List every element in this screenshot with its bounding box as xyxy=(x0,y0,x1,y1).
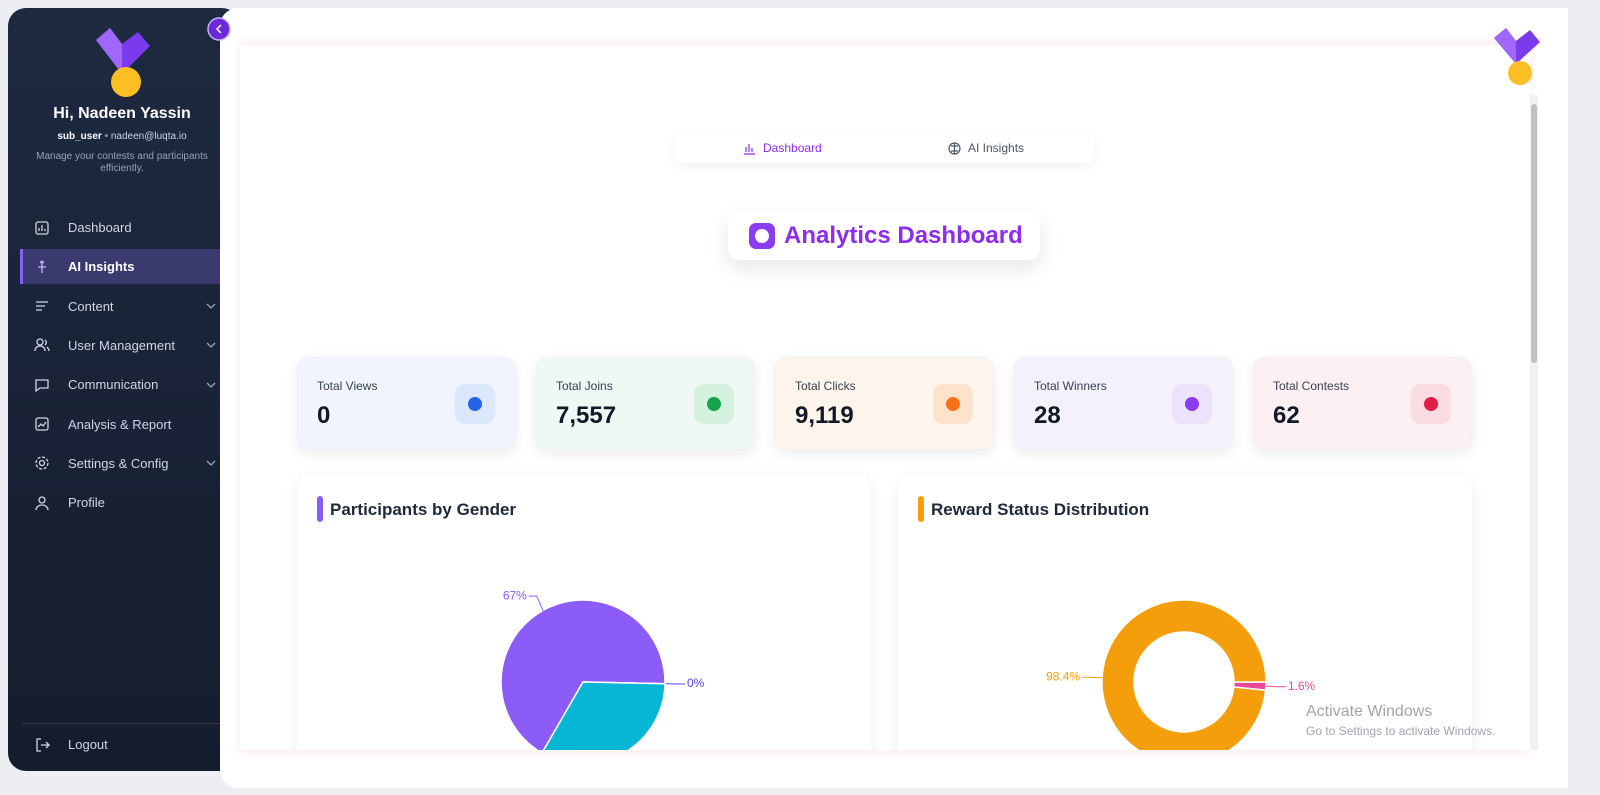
stat-label: Total Winners xyxy=(1034,379,1107,393)
tagline: Manage your contests and participants ef… xyxy=(36,151,208,174)
menu-icon xyxy=(34,338,50,352)
stat-label: Total Clicks xyxy=(795,379,856,393)
stat-dot xyxy=(1424,397,1438,411)
chart-title: Reward Status Distribution xyxy=(931,500,1150,519)
stat-value: 0 xyxy=(317,402,331,429)
stat-chip xyxy=(694,384,734,424)
value-label: 0% xyxy=(687,676,705,690)
menu-icon xyxy=(35,495,49,510)
tab-bar: Dashboard AI Insights xyxy=(675,133,1095,163)
stat-value: 28 xyxy=(1034,402,1061,429)
chart: 1.6% 98.4% xyxy=(1046,599,1316,750)
email: nadeen@luqta.io xyxy=(110,131,187,142)
stat-dot xyxy=(1185,397,1199,411)
logout[interactable]: Logout xyxy=(20,727,220,762)
stat-chip xyxy=(455,384,495,424)
corner-logo xyxy=(1494,28,1540,85)
label-line xyxy=(1082,676,1105,679)
menu-item[interactable]: Content xyxy=(20,289,220,324)
chart: 67% 0% xyxy=(500,588,705,750)
tab-label: Dashboard xyxy=(763,141,822,155)
stat-dot xyxy=(946,397,960,411)
content: Dashboard AI Insights Analytics Dashboard… xyxy=(240,45,1530,750)
watermark-subtitle: Go to Settings to activate Windows. xyxy=(1306,724,1496,738)
menu-label: Content xyxy=(68,298,114,314)
value-label: 98.4% xyxy=(1046,669,1080,683)
menu-item[interactable]: Communication xyxy=(20,367,220,402)
tab[interactable]: Dashboard xyxy=(743,133,822,163)
stat-chip xyxy=(933,384,973,424)
menu-label: Communication xyxy=(68,377,159,393)
chart-accent xyxy=(317,496,323,522)
menu-label: AI Insights xyxy=(68,259,135,275)
menu-label: Dashboard xyxy=(68,220,132,235)
logo xyxy=(96,28,150,97)
title-box: Analytics Dashboard xyxy=(728,212,1040,260)
menu-item[interactable]: Profile xyxy=(20,485,220,520)
title-icon xyxy=(749,223,775,249)
menu-label: Profile xyxy=(68,495,105,511)
menu-icon xyxy=(35,456,49,470)
tab-label: AI Insights xyxy=(968,141,1025,155)
stat-chip xyxy=(1411,384,1451,424)
stat-chip xyxy=(1172,384,1212,424)
logout-label: Logout xyxy=(68,737,108,752)
menu-icon xyxy=(35,417,49,431)
menu-item[interactable]: Settings & Config xyxy=(20,446,220,481)
stat-card: Total Views 0 xyxy=(297,357,516,450)
chevron xyxy=(206,303,216,310)
menu-item[interactable]: Dashboard xyxy=(20,210,220,245)
menu-item[interactable]: Analysis & Report xyxy=(20,407,220,442)
menu-label: User Management xyxy=(68,337,175,353)
slice xyxy=(1101,599,1267,750)
sidebar: Hi, Nadeen Yassin sub_user • nadeen@luqt… xyxy=(8,8,240,771)
stat-value: 7,557 xyxy=(556,402,617,429)
label-line xyxy=(528,595,545,613)
stat-card: Total Winners 28 xyxy=(1014,357,1233,450)
chart-card: Reward Status Distribution 1.6% 98.4% xyxy=(898,476,1472,750)
menu-icon xyxy=(35,379,49,392)
chevron xyxy=(206,382,216,388)
greeting: Hi, Nadeen Yassin xyxy=(53,105,191,122)
tab[interactable]: AI Insights xyxy=(948,133,1024,163)
tab-icon xyxy=(744,143,755,155)
menu-icon xyxy=(38,259,46,273)
scrollbar xyxy=(1530,95,1538,750)
menu-item[interactable]: User Management xyxy=(20,328,220,363)
page-title: Analytics Dashboard xyxy=(784,222,1023,249)
slice xyxy=(542,681,666,750)
stat-dot xyxy=(468,397,482,411)
stat-label: Total Views xyxy=(317,379,378,393)
value-label: 67% xyxy=(503,588,527,602)
stat-card: Total Contests 62 xyxy=(1253,357,1472,450)
role: sub_user xyxy=(57,131,102,142)
chart-title: Participants by Gender xyxy=(330,500,517,519)
stat-card: Total Joins 7,557 xyxy=(536,357,755,450)
scroll-thumb[interactable] xyxy=(1531,104,1537,363)
logout-icon xyxy=(36,737,50,752)
chart-card: Participants by Gender 67% 0% xyxy=(297,476,871,750)
menu-item[interactable]: AI Insights xyxy=(20,249,223,285)
menu-label: Analysis & Report xyxy=(68,416,172,432)
stat-value: 9,119 xyxy=(795,402,854,429)
collapse-button[interactable] xyxy=(207,17,231,41)
stat-value: 62 xyxy=(1273,402,1300,429)
chevron xyxy=(206,342,216,349)
label-line xyxy=(1263,685,1286,688)
chart-accent xyxy=(918,496,924,522)
stat-label: Total Joins xyxy=(556,379,613,393)
stat-dot xyxy=(707,397,721,411)
menu-icon xyxy=(36,301,48,311)
tab-icon xyxy=(948,141,961,155)
stat-card: Total Clicks 9,119 xyxy=(775,357,994,450)
value-label: 1.6% xyxy=(1288,679,1316,693)
menu-icon xyxy=(35,220,49,235)
stat-label: Total Contests xyxy=(1273,379,1350,393)
menu-label: Settings & Config xyxy=(68,455,169,471)
watermark-title: Activate Windows xyxy=(1306,703,1433,720)
chevron xyxy=(206,460,216,467)
